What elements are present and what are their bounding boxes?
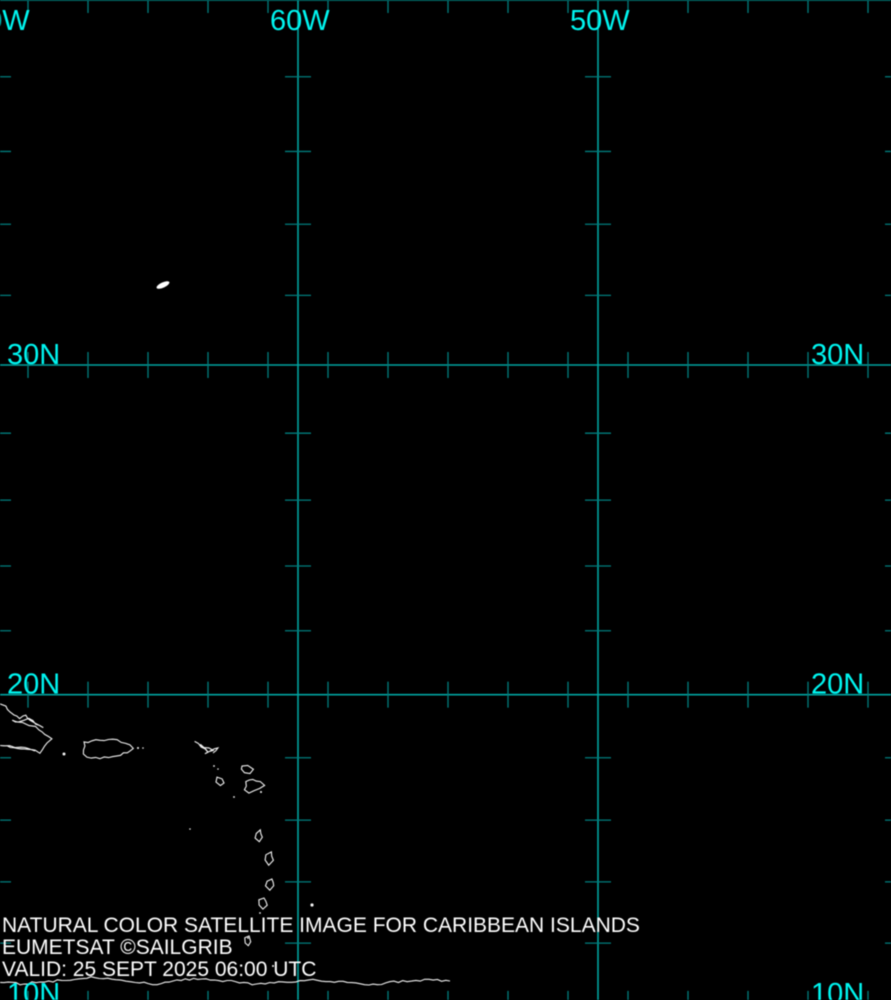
svg-text:10N: 10N (7, 978, 60, 1000)
svg-text:20N: 20N (811, 669, 864, 701)
svg-text:50W: 50W (570, 5, 630, 37)
svg-text:40N: 40N (7, 0, 60, 6)
svg-text:40N: 40N (811, 0, 864, 6)
svg-text:VALID: 25 SEPT 2025 06:00 UTC: VALID: 25 SEPT 2025 06:00 UTC (2, 958, 316, 981)
svg-text:60W: 60W (270, 5, 330, 37)
svg-text:20N: 20N (7, 669, 60, 701)
svg-text:EUMETSAT ©SAILGRIB: EUMETSAT ©SAILGRIB (2, 936, 233, 959)
svg-text:NATURAL COLOR SATELLITE IMAGE: NATURAL COLOR SATELLITE IMAGE FOR CARIBB… (2, 914, 640, 937)
svg-text:10N: 10N (811, 978, 864, 1000)
svg-text:30N: 30N (811, 339, 864, 371)
svg-text:30N: 30N (7, 339, 60, 371)
svg-text:70W: 70W (0, 5, 30, 37)
